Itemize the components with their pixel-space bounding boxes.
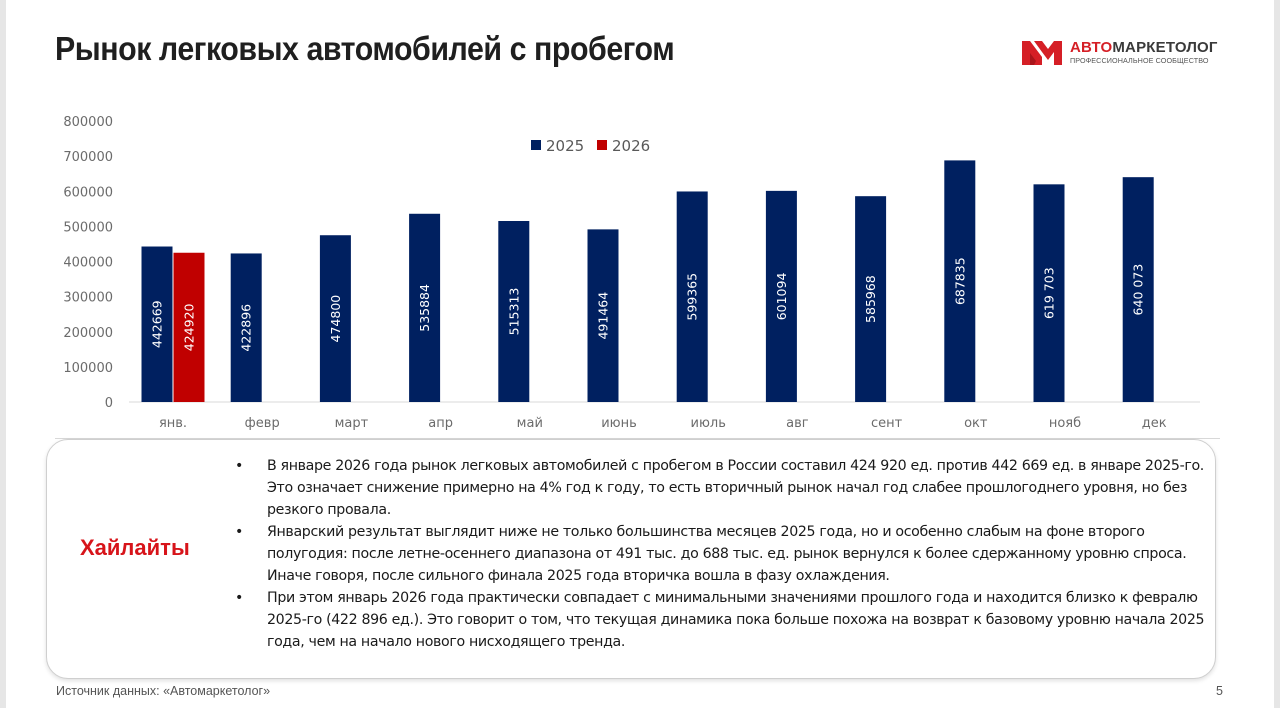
x-tick-label: апр [428,416,453,431]
brand-name: АВТОМАРКЕТОЛОГ [1070,39,1218,56]
legend-swatch-2026 [597,140,607,150]
y-tick-label: 800000 [63,115,113,130]
bar-2026-0 [173,252,205,402]
brand-name-part2: МАРКЕТОЛОГ [1112,39,1218,56]
bar-2025-11 [1122,177,1154,402]
bullet-icon: • [235,458,244,474]
chart-bottom-divider [55,438,1220,439]
bar-2025-5 [587,229,619,402]
x-tick-label: дек [1142,416,1167,431]
highlights-list: • В январе 2026 года рынок легковых автом… [232,455,1222,653]
x-tick-label: май [517,416,543,431]
bar-2025-1 [230,253,262,402]
highlight-text: При этом январь 2026 года практически со… [267,590,1205,650]
bar-value-label: 515313 [506,288,521,336]
bar-2025-0 [141,246,173,402]
x-tick-label: июнь [601,416,637,431]
bar-2025-2 [319,235,351,402]
bars: 442669 424920 422896 474800 535884 515313 4914… [141,160,1154,402]
x-tick-label: янв. [159,416,187,431]
bar-value-label: 474800 [328,295,343,343]
bar-2025-6 [676,191,708,402]
brand-tagline: ПРОФЕССИОНАЛЬНОЕ СООБЩЕСТВО [1070,56,1209,65]
bar-value-label: 424920 [182,303,197,351]
highlight-item: • Январский результат выглядит ниже не то… [232,521,1222,587]
bar-value-label: 422896 [239,304,254,352]
y-tick-label: 200000 [63,326,113,341]
slide-frame-right [1274,0,1280,708]
x-tick-label: сент [871,416,903,431]
bar-value-label: 640 073 [1131,264,1146,316]
data-source-note: Источник данных: «Автомаркетолог» [56,684,271,698]
bar-value-label: 687835 [952,257,967,305]
slide-title: Рынок легковых автомобилей с пробегом [55,30,675,67]
y-tick-label: 600000 [63,185,113,200]
bar-value-label: 535884 [417,284,432,332]
x-tick-label: окт [964,416,988,431]
bar-2025-7 [765,190,797,402]
highlight-text: Январский результат выглядит ниже не тол… [267,524,1187,584]
bar-value-label: 619 703 [1042,267,1057,319]
am-monogram-icon [1022,41,1062,65]
bullet-icon: • [235,590,244,606]
bar-2025-10 [1033,184,1065,402]
bar-2025-3 [409,213,441,402]
y-tick-label: 0 [105,396,113,411]
x-tick-label: июль [691,416,726,431]
highlight-text: В январе 2026 года рынок легковых автомо… [267,458,1204,518]
legend: 2025 2026 [531,137,650,155]
y-tick-label: 700000 [63,150,113,165]
slide-frame-left [0,0,6,708]
x-axis-labels: янв. февр март апр май июнь июль авг сент окт нояб… [159,416,1167,431]
highlight-item: • В январе 2026 года рынок легковых автом… [232,455,1222,521]
page-number: 5 [1216,684,1223,698]
x-tick-label: февр [245,416,280,431]
bar-chart: 0 100000 200000 300000 400000 500000 600000 700… [63,115,1200,431]
y-tick-label: 300000 [63,291,113,306]
bar-value-label: 585968 [863,275,878,323]
highlight-item: • При этом январь 2026 года практически с… [232,587,1222,653]
highlights-panel [46,439,1216,679]
x-tick-label: март [335,416,369,431]
y-tick-label: 100000 [63,361,113,376]
bar-value-label: 442669 [150,300,165,348]
y-tick-label: 500000 [63,220,113,235]
bar-value-label: 491464 [596,292,611,340]
x-tick-label: нояб [1049,416,1081,431]
legend-label-2025: 2025 [546,137,584,155]
brand-name-part1: АВТО [1070,39,1113,56]
bar-value-label: 601094 [774,273,789,321]
bullet-icon: • [235,524,244,540]
bar-value-label: 599365 [685,273,700,321]
highlights-title: Хайлайты [80,535,190,560]
bar-2025-4 [498,220,530,402]
legend-swatch-2025 [531,140,541,150]
bar-2025-9 [944,160,976,402]
x-tick-label: авг [786,416,809,431]
y-tick-label: 400000 [63,256,113,271]
y-axis: 0 100000 200000 300000 400000 500000 600000 700… [63,115,113,411]
legend-label-2026: 2026 [612,137,650,155]
bar-2025-8 [855,196,887,402]
